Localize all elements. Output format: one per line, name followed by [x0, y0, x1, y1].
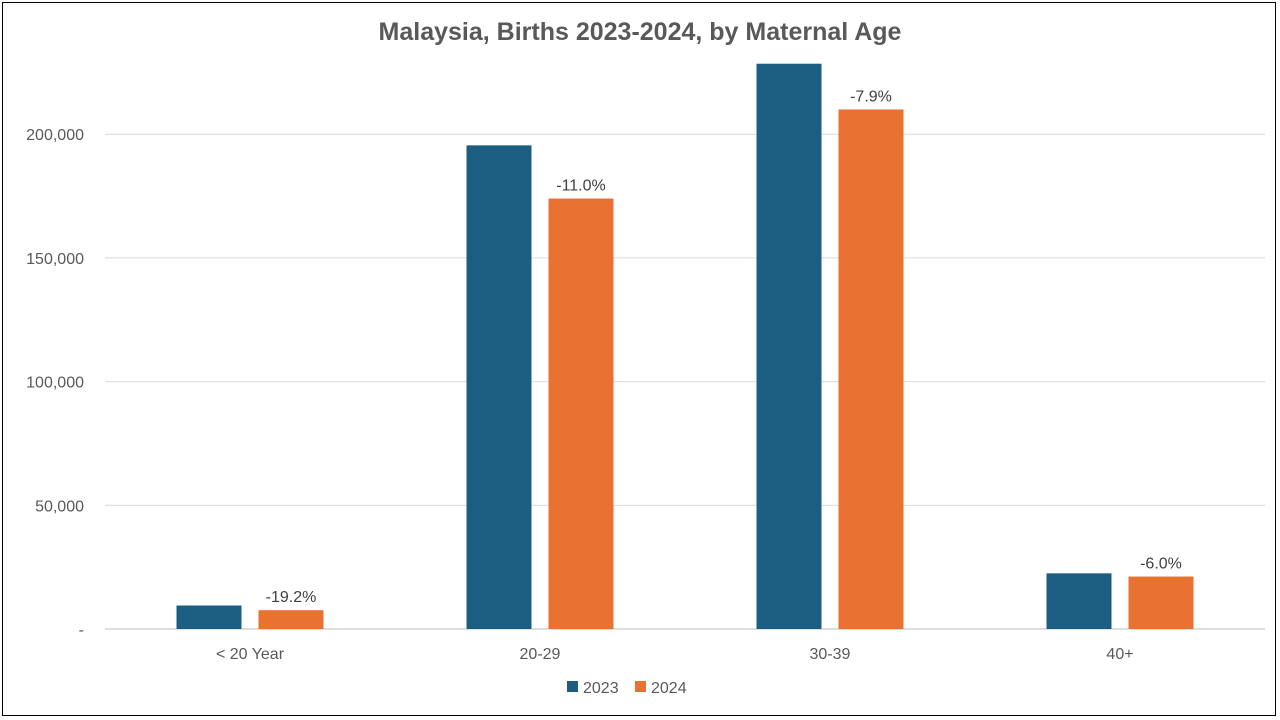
x-tick-label: 20-29 [520, 646, 561, 663]
x-tick-label: 30-39 [810, 646, 851, 663]
bar-2024-0 [258, 610, 324, 629]
y-tick-label: - [79, 622, 84, 639]
bar-2023-0 [176, 605, 242, 629]
bar-2023-3 [1046, 573, 1112, 629]
data-labels: -19.2% -11.0% -7.9% -6.0% [266, 88, 1182, 606]
chart-title: Malaysia, Births 2023-2024, by Maternal … [379, 18, 902, 46]
data-label: -19.2% [266, 589, 317, 606]
legend-label-2024: 2024 [651, 680, 687, 697]
data-label: -6.0% [1140, 556, 1182, 573]
x-axis-ticks: < 20 Year 20-29 30-39 40+ [216, 646, 1134, 663]
data-label: -11.0% [556, 178, 606, 195]
bars [176, 63, 1194, 629]
legend-label-2023: 2023 [583, 680, 619, 697]
y-tick-label: 200,000 [26, 127, 84, 144]
bar-2023-1 [466, 145, 532, 629]
y-tick-label: 50,000 [35, 498, 84, 515]
y-axis-ticks: - 50,000 100,000 150,000 200,000 [26, 127, 84, 639]
x-tick-label: < 20 Year [216, 646, 285, 663]
data-label: -7.9% [850, 88, 892, 105]
legend-swatch-2023 [567, 681, 578, 692]
bar-2024-3 [1128, 576, 1194, 629]
gridlines [105, 133, 1265, 630]
bar-2024-2 [838, 109, 904, 629]
legend-swatch-2024 [635, 681, 646, 692]
x-tick-label: 40+ [1106, 646, 1133, 663]
bar-2023-2 [756, 63, 822, 629]
y-tick-label: 100,000 [26, 375, 84, 392]
legend: 2023 2024 [567, 680, 687, 697]
bar-2024-1 [548, 198, 614, 629]
y-tick-label: 150,000 [26, 251, 84, 268]
